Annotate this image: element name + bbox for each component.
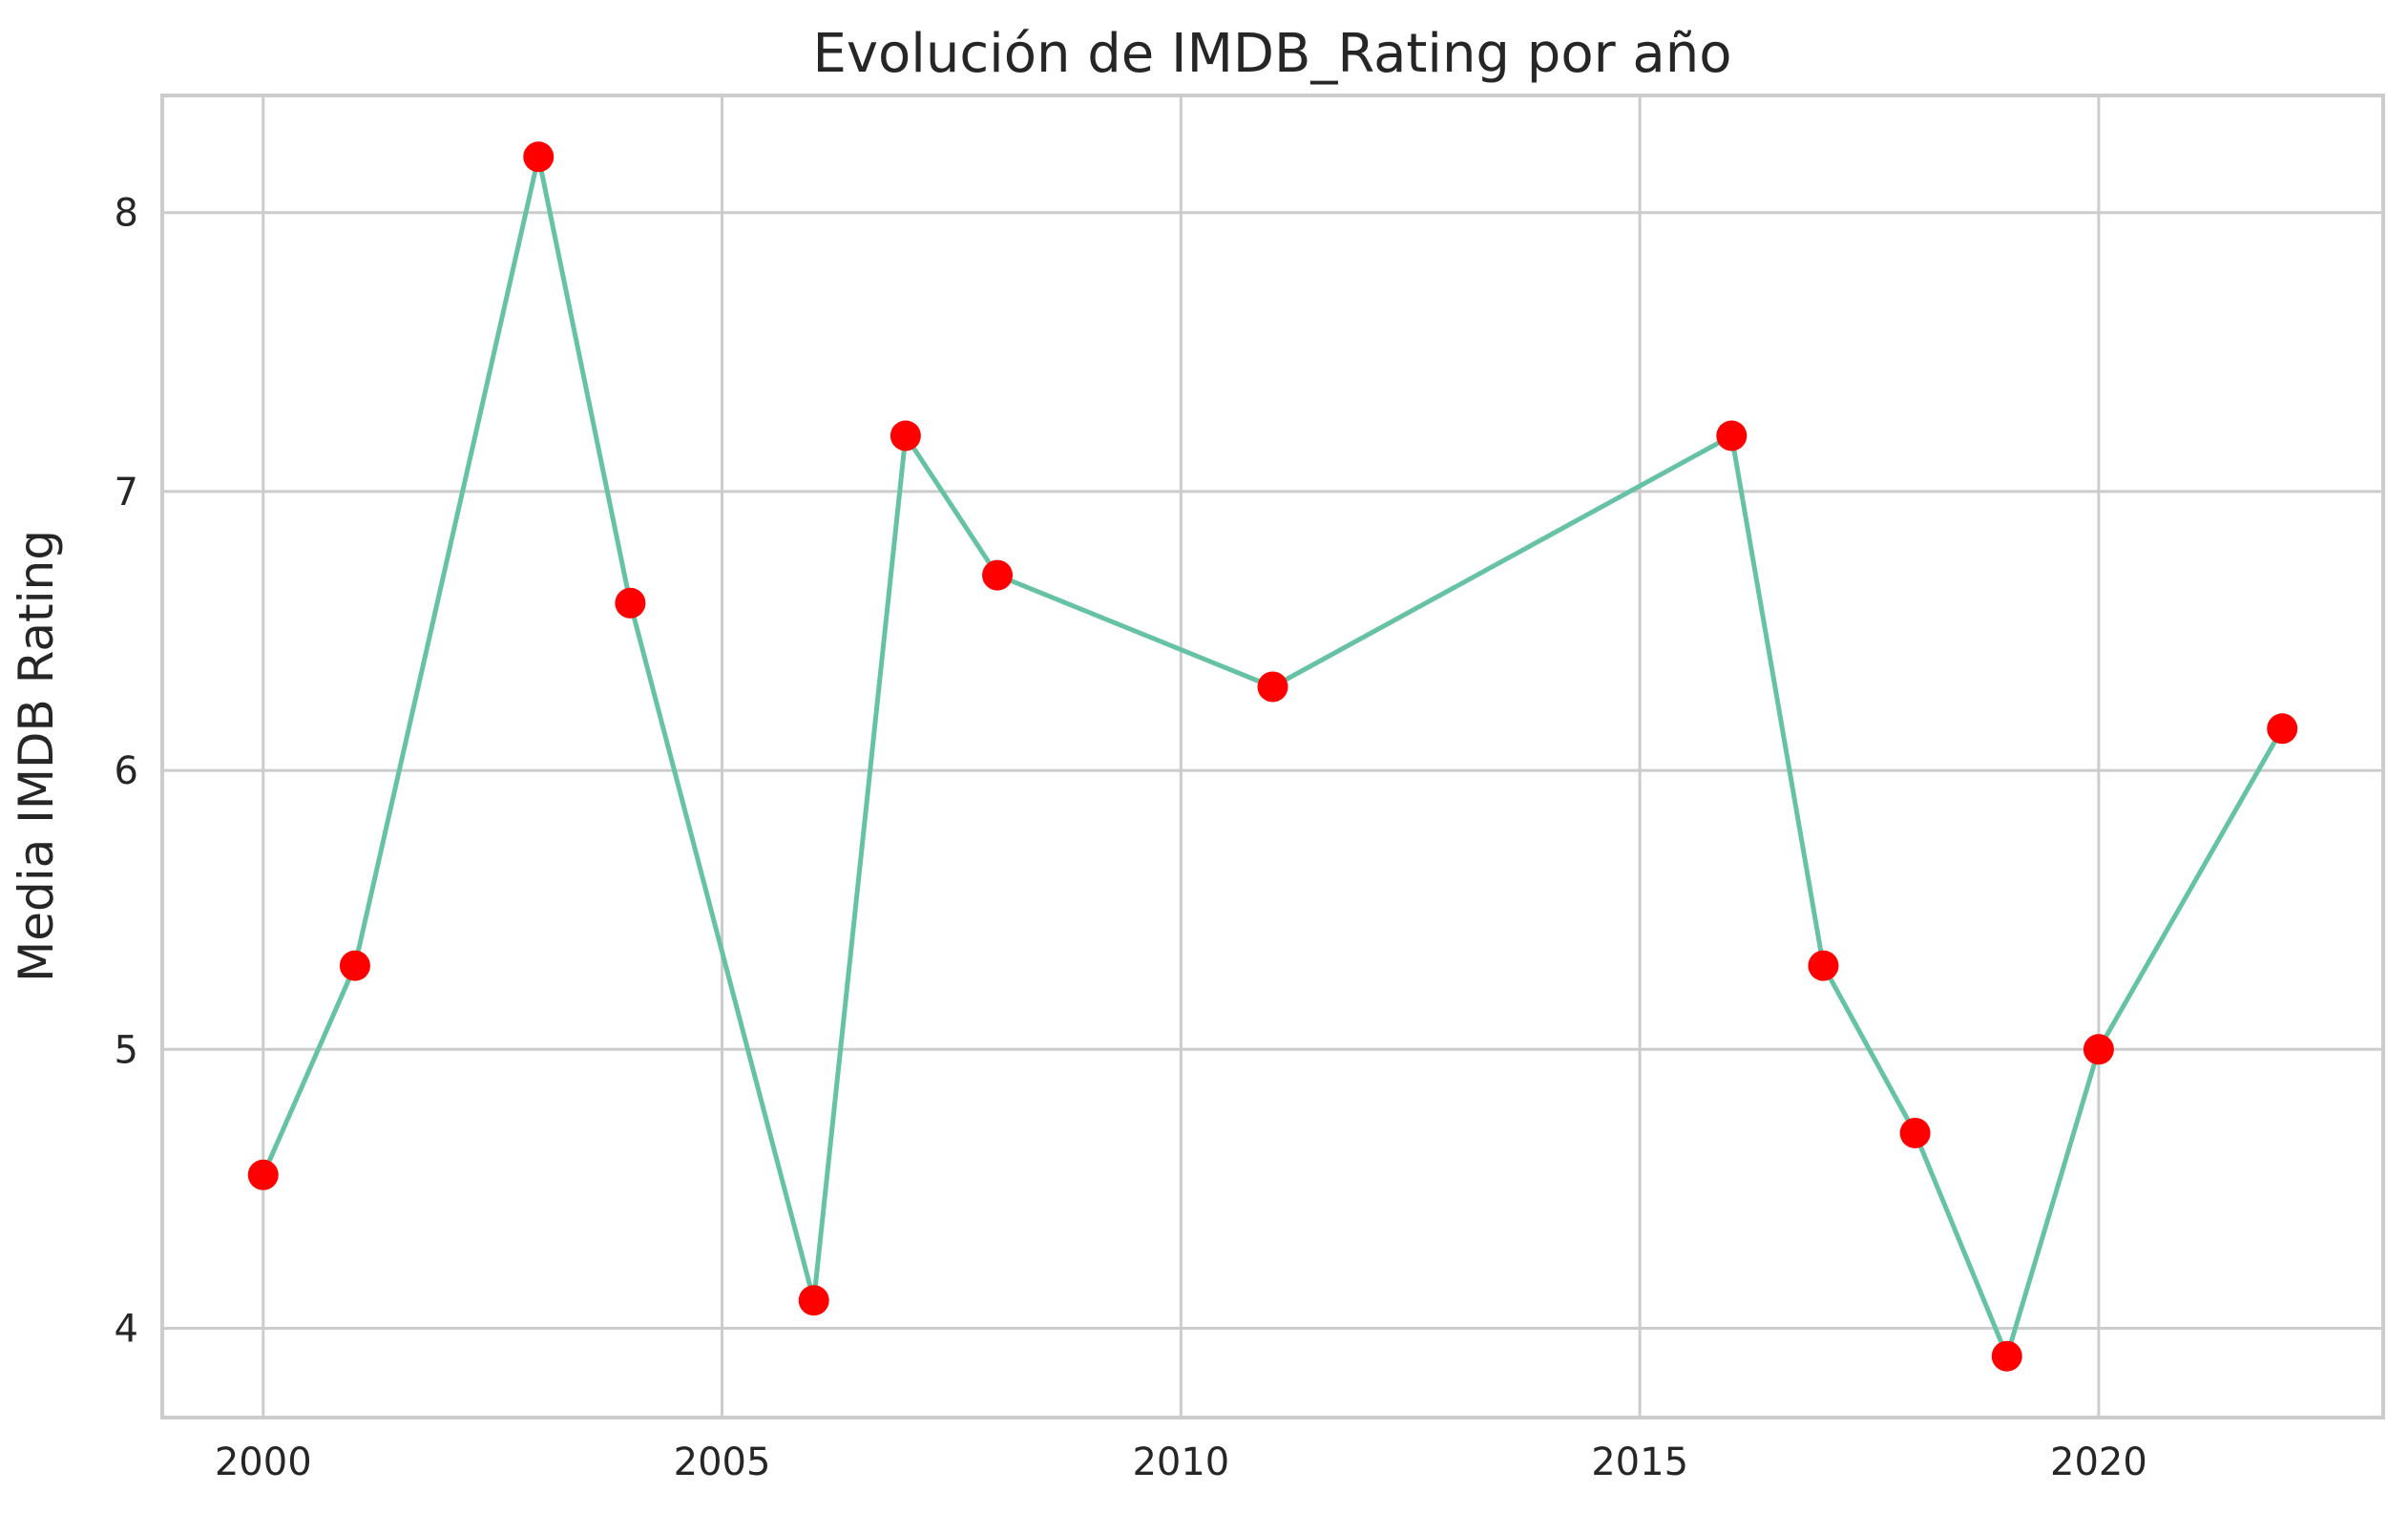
- series-layer: [247, 141, 2298, 1372]
- data-point-2020: [2083, 1034, 2114, 1065]
- data-point-2003: [523, 141, 555, 173]
- data-point-2006: [798, 1285, 829, 1316]
- x-tick-label: 2005: [674, 1440, 771, 1484]
- data-point-2017: [1808, 950, 1839, 981]
- y-tick-label: 4: [115, 1307, 138, 1351]
- x-tick-label: 2000: [215, 1440, 312, 1484]
- data-point-2022: [2267, 713, 2298, 745]
- data-point-2001: [339, 950, 370, 981]
- x-tick-label: 2010: [1132, 1440, 1229, 1484]
- data-point-2018: [1899, 1117, 1931, 1148]
- x-tick-label: 2015: [1591, 1440, 1688, 1484]
- data-point-2019: [1991, 1340, 2022, 1372]
- x-tick-label: 2020: [2050, 1440, 2147, 1484]
- data-point-2011: [1257, 671, 1288, 703]
- plot-frame: [160, 94, 2385, 1419]
- y-tick-label: 6: [115, 749, 138, 793]
- chart-title: Evolución de IMDB_Rating por año: [813, 23, 1732, 85]
- data-point-2007: [890, 420, 921, 452]
- y-tick-label: 8: [115, 192, 138, 236]
- grid-lines: [162, 95, 2383, 1418]
- y-tick-label: 7: [115, 471, 138, 515]
- series-line: [261, 154, 2285, 1359]
- data-point-2016: [1716, 420, 1748, 452]
- data-point-2004: [615, 587, 646, 619]
- tick-labels: 2000 2005 2010 2015 2020 4 5 6 7 8: [115, 192, 2147, 1484]
- y-tick-label: 5: [115, 1028, 138, 1072]
- y-axis-label: Media IMDB Rating: [9, 530, 64, 982]
- data-point-2008: [982, 559, 1014, 591]
- data-point-2000: [247, 1159, 279, 1190]
